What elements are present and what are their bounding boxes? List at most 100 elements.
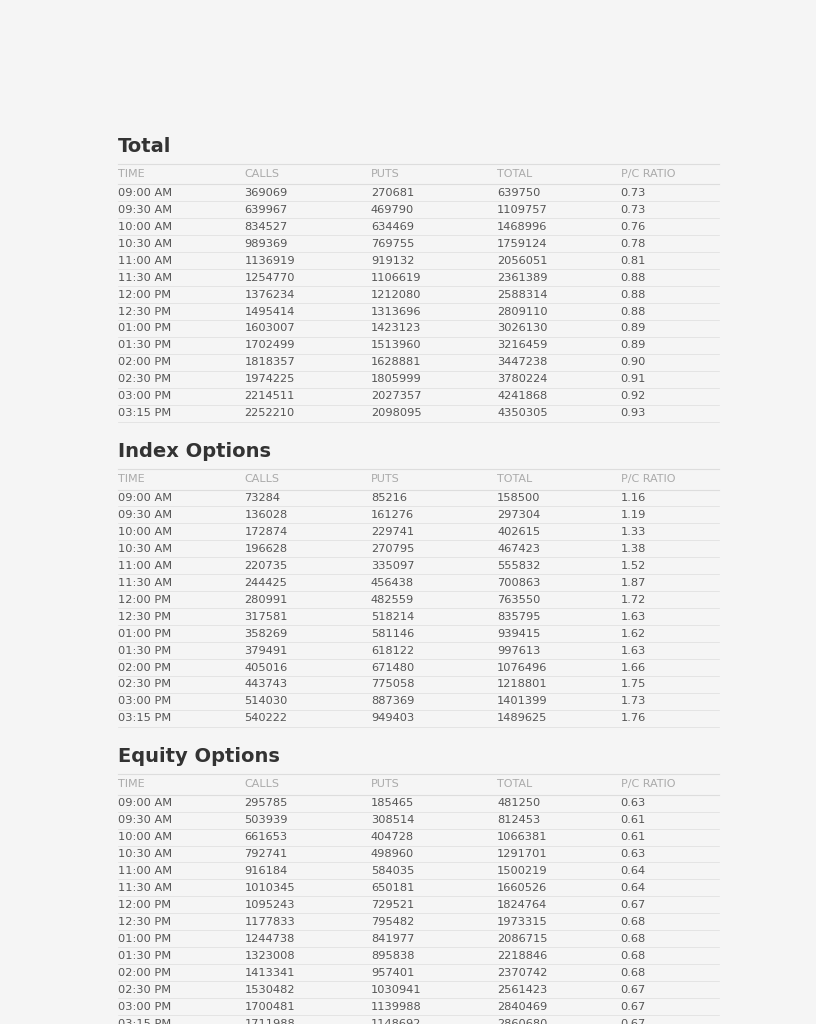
Text: 03:15 PM: 03:15 PM	[118, 714, 171, 723]
Text: TIME: TIME	[118, 169, 144, 179]
Text: CALLS: CALLS	[244, 474, 279, 484]
Text: 12:00 PM: 12:00 PM	[118, 900, 171, 910]
Text: 0.67: 0.67	[620, 1001, 645, 1012]
Text: 887369: 887369	[370, 696, 415, 707]
Text: 270795: 270795	[370, 544, 415, 554]
Text: 1109757: 1109757	[497, 205, 548, 215]
Text: TOTAL: TOTAL	[497, 779, 533, 790]
Text: 196628: 196628	[244, 544, 287, 554]
Text: 0.68: 0.68	[620, 968, 645, 978]
Text: 03:00 PM: 03:00 PM	[118, 391, 171, 401]
Text: 775058: 775058	[370, 680, 415, 689]
Text: 11:30 AM: 11:30 AM	[118, 272, 172, 283]
Text: 03:00 PM: 03:00 PM	[118, 696, 171, 707]
Text: 0.88: 0.88	[620, 272, 646, 283]
Text: 0.67: 0.67	[620, 900, 645, 910]
Text: 2809110: 2809110	[497, 306, 548, 316]
Text: 939415: 939415	[497, 629, 541, 639]
Text: 02:00 PM: 02:00 PM	[118, 663, 171, 673]
Text: 989369: 989369	[244, 239, 288, 249]
Text: 835795: 835795	[497, 611, 541, 622]
Text: 85216: 85216	[370, 493, 406, 503]
Text: 335097: 335097	[370, 561, 415, 570]
Text: Equity Options: Equity Options	[118, 748, 280, 766]
Text: 358269: 358269	[244, 629, 287, 639]
Text: TIME: TIME	[118, 474, 144, 484]
Text: 2561423: 2561423	[497, 985, 548, 994]
Text: 618122: 618122	[370, 645, 414, 655]
Text: Index Options: Index Options	[118, 442, 271, 461]
Text: 0.78: 0.78	[620, 239, 646, 249]
Text: 456438: 456438	[370, 578, 414, 588]
Text: 185465: 185465	[370, 798, 414, 808]
Text: 581146: 581146	[370, 629, 414, 639]
Text: 584035: 584035	[370, 866, 415, 876]
Text: 1.66: 1.66	[620, 663, 645, 673]
Text: 01:00 PM: 01:00 PM	[118, 934, 171, 944]
Text: P/C RATIO: P/C RATIO	[620, 779, 675, 790]
Text: 11:00 AM: 11:00 AM	[118, 256, 172, 265]
Text: Total: Total	[118, 137, 171, 156]
Text: 2361389: 2361389	[497, 272, 548, 283]
Text: 0.63: 0.63	[620, 849, 645, 859]
Text: 09:00 AM: 09:00 AM	[118, 187, 172, 198]
Text: 1.72: 1.72	[620, 595, 645, 605]
Text: 0.76: 0.76	[620, 222, 645, 231]
Text: 01:00 PM: 01:00 PM	[118, 629, 171, 639]
Text: P/C RATIO: P/C RATIO	[620, 169, 675, 179]
Text: 1010345: 1010345	[244, 883, 295, 893]
Text: 503939: 503939	[244, 815, 288, 825]
Text: 317581: 317581	[244, 611, 288, 622]
Text: 916184: 916184	[244, 866, 287, 876]
Text: 161276: 161276	[370, 510, 414, 520]
Text: 2098095: 2098095	[370, 409, 421, 418]
Text: 1489625: 1489625	[497, 714, 548, 723]
Text: 1.62: 1.62	[620, 629, 645, 639]
Text: 229741: 229741	[370, 527, 414, 537]
Text: 1.52: 1.52	[620, 561, 645, 570]
Text: 1.75: 1.75	[620, 680, 646, 689]
Text: 895838: 895838	[370, 950, 415, 961]
Text: 172874: 172874	[244, 527, 287, 537]
Text: 402615: 402615	[497, 527, 540, 537]
Text: 03:15 PM: 03:15 PM	[118, 1019, 171, 1024]
Text: 244425: 244425	[244, 578, 287, 588]
Text: 661653: 661653	[244, 833, 287, 842]
Text: 1148692: 1148692	[370, 1019, 421, 1024]
Text: 0.88: 0.88	[620, 290, 646, 300]
Text: 1500219: 1500219	[497, 866, 548, 876]
Text: 0.68: 0.68	[620, 916, 645, 927]
Text: 02:00 PM: 02:00 PM	[118, 357, 171, 368]
Text: 0.89: 0.89	[620, 324, 646, 334]
Text: 2056051: 2056051	[497, 256, 548, 265]
Text: 0.64: 0.64	[620, 866, 645, 876]
Text: 1106619: 1106619	[370, 272, 421, 283]
Text: 2860680: 2860680	[497, 1019, 548, 1024]
Text: 0.67: 0.67	[620, 985, 645, 994]
Text: 0.73: 0.73	[620, 187, 646, 198]
Text: 1.63: 1.63	[620, 611, 645, 622]
Text: 02:30 PM: 02:30 PM	[118, 680, 171, 689]
Text: 03:15 PM: 03:15 PM	[118, 409, 171, 418]
Text: 1218801: 1218801	[497, 680, 548, 689]
Text: 0.64: 0.64	[620, 883, 645, 893]
Text: 1.38: 1.38	[620, 544, 646, 554]
Text: 2370742: 2370742	[497, 968, 548, 978]
Text: 469790: 469790	[370, 205, 414, 215]
Text: 1136919: 1136919	[244, 256, 295, 265]
Text: TOTAL: TOTAL	[497, 474, 533, 484]
Text: TIME: TIME	[118, 779, 144, 790]
Text: 01:00 PM: 01:00 PM	[118, 324, 171, 334]
Text: 02:30 PM: 02:30 PM	[118, 985, 171, 994]
Text: 0.61: 0.61	[620, 833, 645, 842]
Text: 650181: 650181	[370, 883, 415, 893]
Text: 01:30 PM: 01:30 PM	[118, 950, 171, 961]
Text: 1660526: 1660526	[497, 883, 548, 893]
Text: 09:30 AM: 09:30 AM	[118, 510, 172, 520]
Text: 2086715: 2086715	[497, 934, 548, 944]
Text: 2027357: 2027357	[370, 391, 421, 401]
Text: 11:00 AM: 11:00 AM	[118, 866, 172, 876]
Text: 11:30 AM: 11:30 AM	[118, 883, 172, 893]
Text: 0.63: 0.63	[620, 798, 645, 808]
Text: 812453: 812453	[497, 815, 540, 825]
